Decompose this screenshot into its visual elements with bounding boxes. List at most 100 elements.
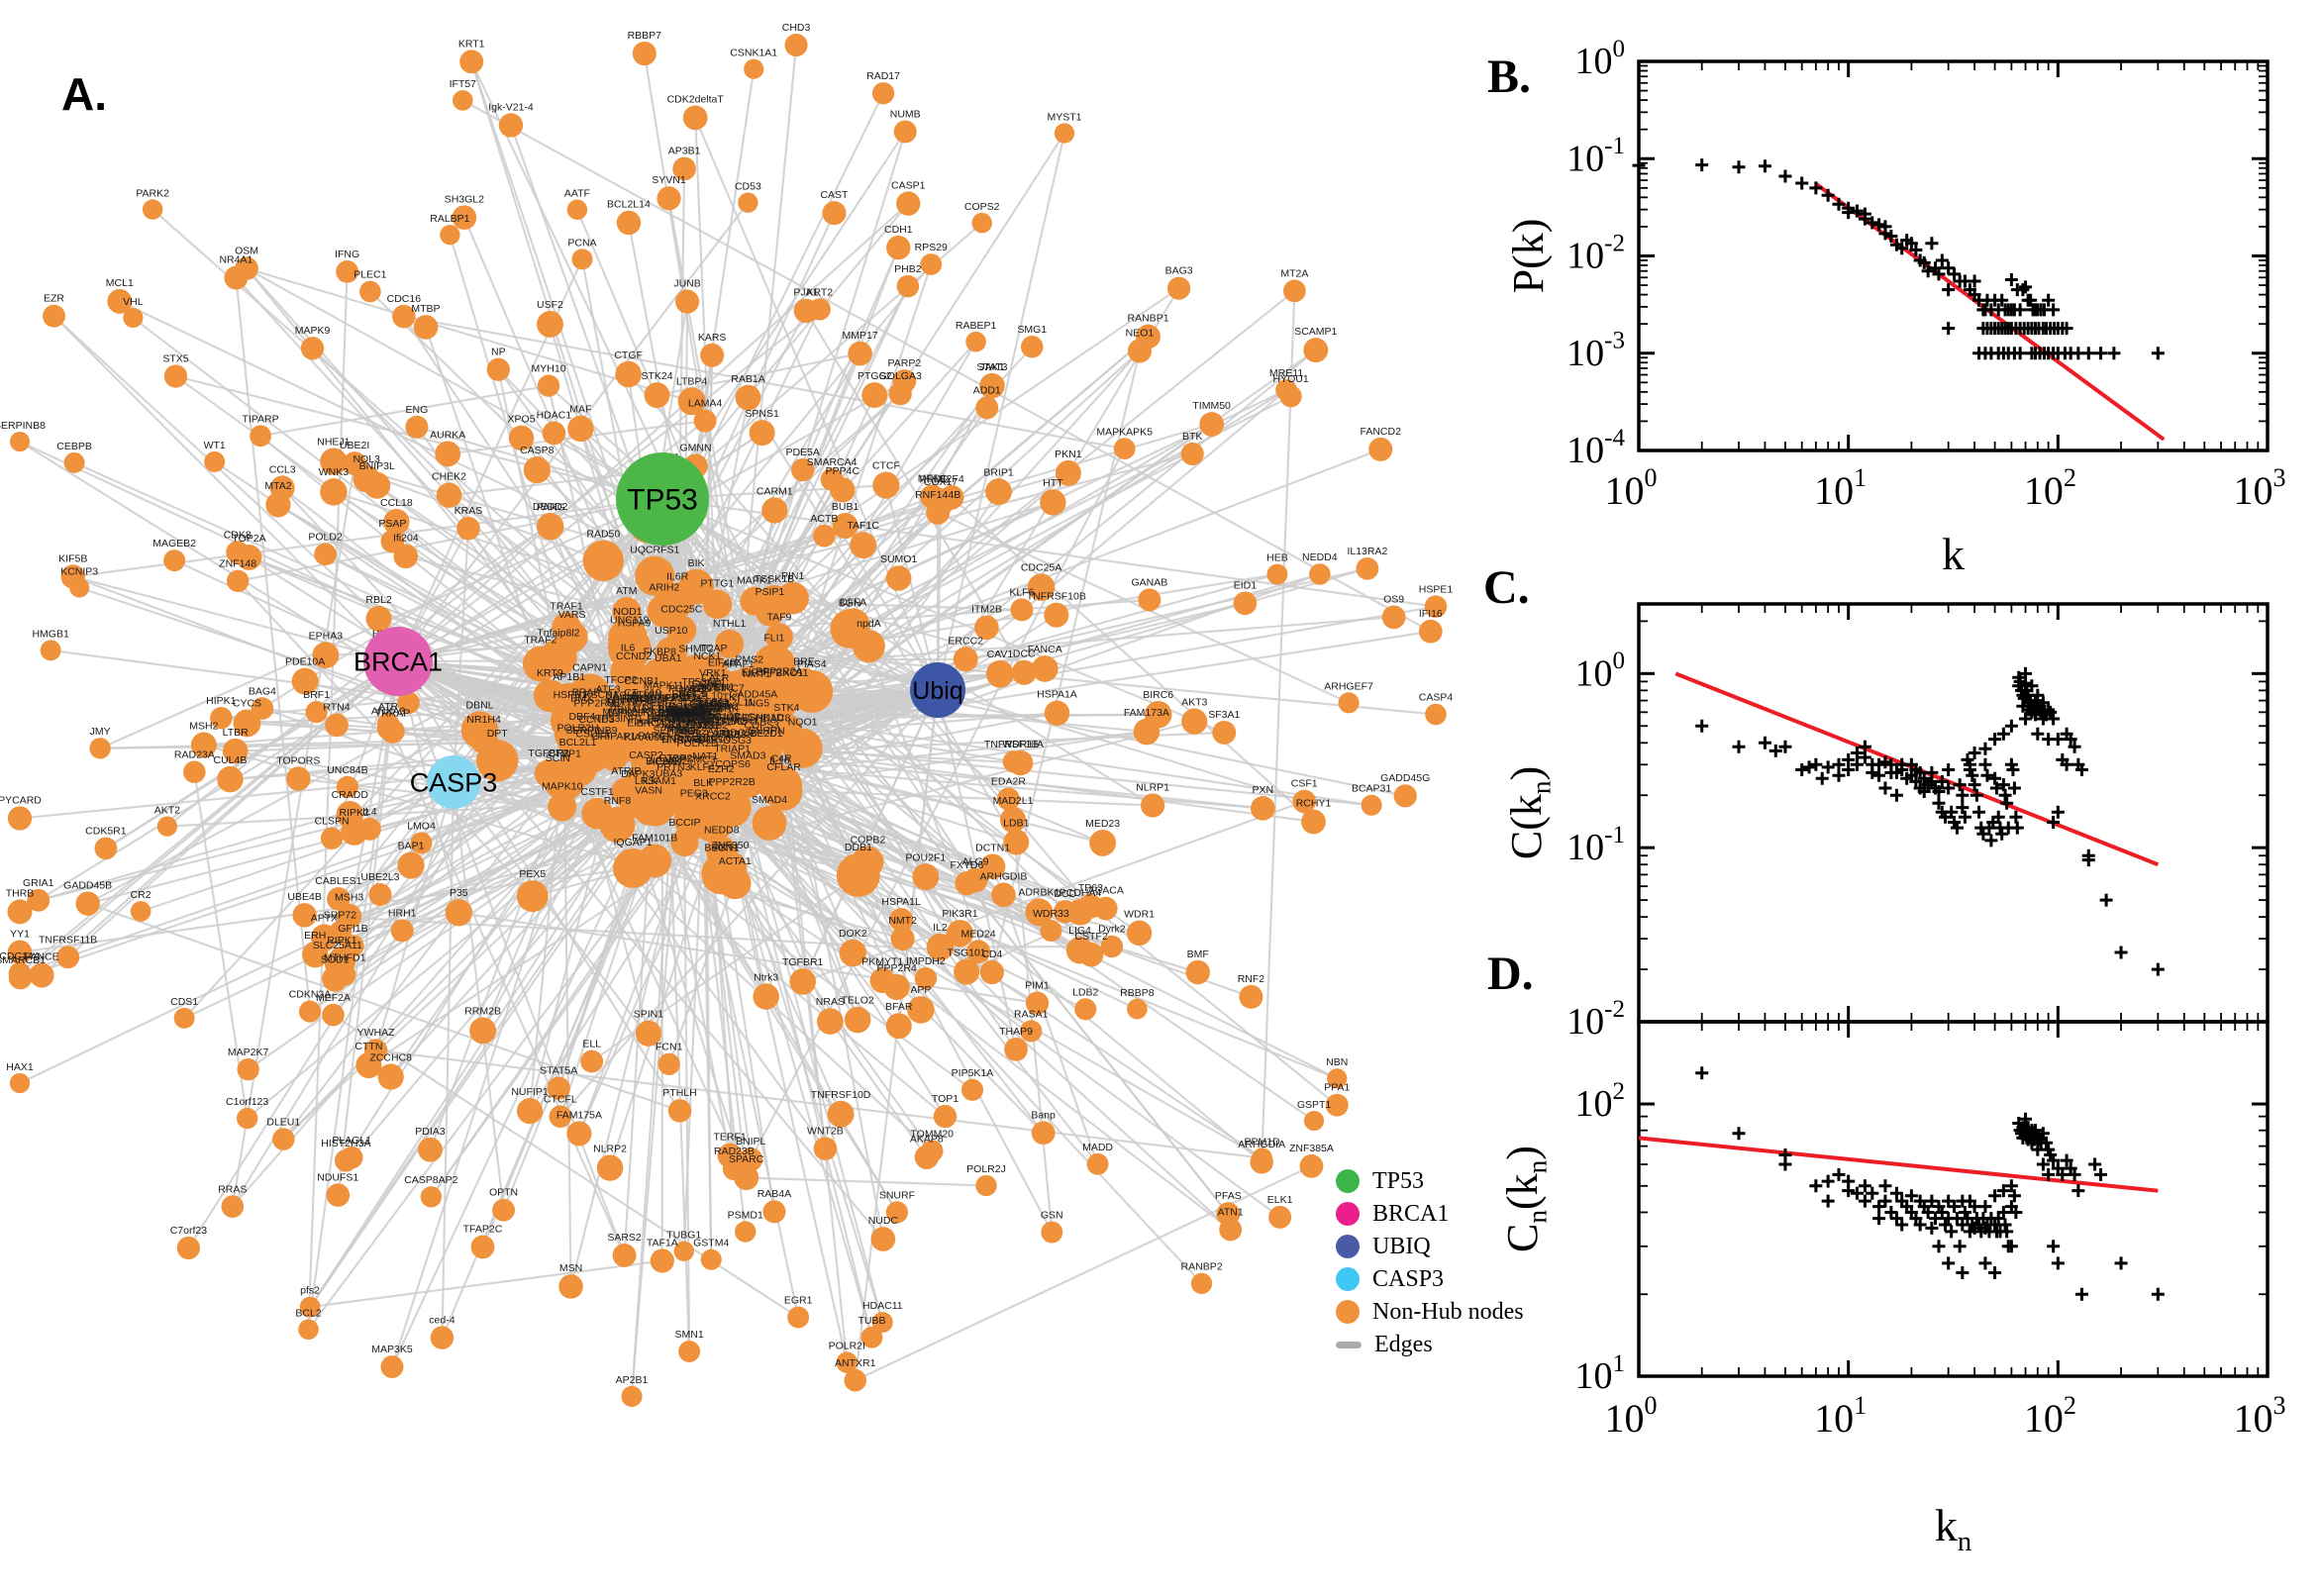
network-node-label: S100A4 (675, 707, 713, 719)
network-node-label: CUL4B (214, 754, 248, 766)
network-node-label: CCND3 (578, 714, 614, 726)
network-node-label: KRAS (454, 505, 483, 517)
network-node (1185, 959, 1210, 985)
network-node-label: SCAMP1 (1294, 326, 1337, 338)
network-node (979, 959, 1004, 985)
network-edge (1261, 290, 1296, 1162)
network-node (1325, 1093, 1349, 1117)
network-node-label: CDK2deltaT (667, 94, 725, 106)
network-node (142, 199, 163, 220)
network-node-label: POLD2 (308, 532, 343, 544)
network-node-label: BCL2L1 (559, 737, 597, 748)
network-node-label: CDC25C (660, 604, 702, 616)
network-node-label: TUBG1 (666, 1230, 701, 1242)
network-node (1303, 338, 1329, 363)
network-node-label: AKT3 (1181, 697, 1207, 709)
network-node (43, 304, 65, 328)
network-node-label: TRRAP (375, 707, 411, 719)
network-node-label: RTN4 (323, 701, 350, 713)
data-point (1956, 801, 1970, 815)
network-node-label: AP2B1 (616, 1374, 649, 1386)
network-node-label: LMO4 (407, 820, 436, 832)
network-node-label: ATM (616, 585, 637, 597)
network-edge (237, 497, 663, 582)
data-point (1809, 1179, 1823, 1193)
network-node-label: PIN1 (781, 570, 805, 582)
network-node-label: RALBP1 (430, 213, 469, 225)
plot-frame (1637, 1020, 2270, 1378)
network-node (607, 626, 652, 670)
network-node-label: HAX1 (6, 1061, 34, 1073)
network-edge (661, 131, 907, 500)
network-node-label: ACTB (810, 513, 838, 525)
network-node (682, 105, 708, 131)
network-node (678, 1341, 701, 1362)
network-node-label: MED24 (961, 928, 996, 940)
network-edge (259, 384, 550, 438)
network-node (516, 880, 549, 913)
network-node-label: TGFB1 (606, 707, 640, 719)
network-node-label: TFAP2C (463, 1224, 503, 1236)
network-node-label: SNRPN (749, 725, 785, 737)
network-node-label: TP63 (1078, 882, 1103, 894)
network-node (537, 374, 560, 397)
network-node-label: BCLAF1 (692, 728, 732, 740)
network-node-label: USO1 (703, 716, 732, 728)
network-node (410, 832, 433, 854)
network-node (687, 745, 731, 789)
network-node-label: STAT3 (976, 361, 1007, 373)
network-node-label: USP10 (655, 625, 687, 637)
tick-label: 10-3 (1566, 328, 1625, 374)
network-node-label: FSCN1 (584, 689, 619, 701)
network-node (848, 341, 872, 366)
network-node (549, 1105, 572, 1129)
network-node (715, 629, 745, 658)
network-node (460, 711, 499, 749)
network-node (1020, 1020, 1043, 1043)
network-node-label: MYH10 (532, 362, 566, 374)
network-node-label: POLR2L (672, 714, 712, 726)
data-point (1925, 237, 1939, 250)
network-node (322, 1003, 345, 1027)
data-point (1878, 1179, 1892, 1193)
network-node (896, 191, 921, 216)
network-node-label: KRT9 (537, 667, 563, 679)
network-node-label: PIM1 (1025, 980, 1050, 992)
network-node (656, 186, 681, 211)
network-edge (802, 800, 1305, 983)
data-point (1695, 1066, 1709, 1080)
network-edge (166, 308, 821, 828)
network-edge (19, 660, 399, 974)
network-node-label: CDK5R1 (85, 826, 127, 838)
data-point (1632, 158, 1646, 172)
network-node-label: NP (491, 347, 506, 358)
network-node (299, 1296, 321, 1318)
network-node (377, 1063, 404, 1090)
legend-label-brca1: BRCA1 (1372, 1200, 1450, 1227)
network-node-label: VCP (664, 754, 686, 766)
network-node (1040, 920, 1062, 943)
network-node-label: TFCP2 (604, 674, 637, 686)
network-node (612, 597, 642, 627)
network-node-label: RAB4A (758, 1188, 791, 1200)
network-node (762, 1200, 786, 1224)
network-node-label: SUMO1 (880, 553, 918, 565)
network-node (508, 425, 535, 451)
network-node (883, 973, 910, 1001)
data-point (1832, 1167, 1846, 1181)
network-node-label: CTCF (872, 460, 900, 472)
network-node (237, 1057, 259, 1081)
network-node (890, 927, 915, 951)
network-node-label: BECN1 (704, 842, 739, 853)
network-node-label: TOPORS (276, 754, 320, 766)
network-node-label: PARG (537, 502, 565, 514)
network-node-label: AP1B1 (553, 671, 585, 683)
network-node-label: PARK2 (136, 187, 169, 199)
network-node-label: CCNE1 (656, 712, 692, 724)
network-node-label: ATR (378, 701, 399, 713)
network-node (839, 939, 866, 967)
network-node-label: PARC (638, 731, 666, 743)
network-node-label: EPHA3 (309, 630, 344, 642)
network-node (1282, 279, 1306, 303)
